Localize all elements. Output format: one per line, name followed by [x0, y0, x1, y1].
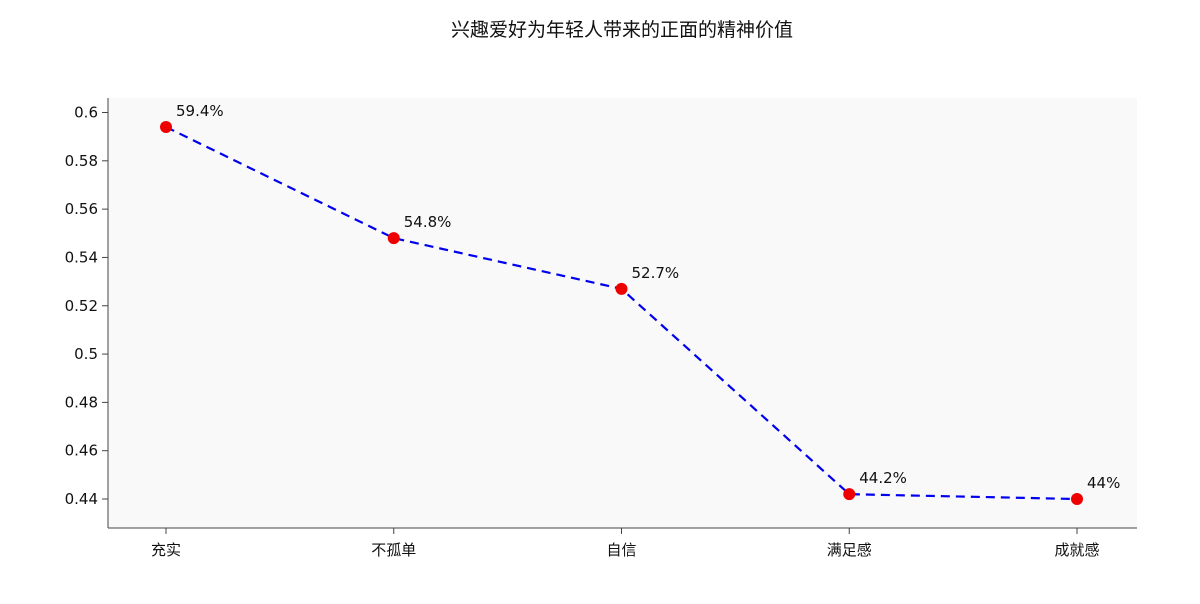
chart-title: 兴趣爱好为年轻人带来的正面的精神价值	[451, 19, 793, 41]
x-tick-label: 自信	[606, 541, 636, 559]
x-axis: 充实 不孤单 自信 满足感 成就感	[108, 527, 1137, 559]
data-point[interactable]	[615, 282, 628, 295]
y-tick-label: 0.56	[65, 200, 98, 218]
y-tick-label: 0.54	[65, 248, 98, 266]
data-label: 59.4%	[176, 102, 224, 120]
y-tick-label: 0.6	[74, 103, 98, 121]
data-label: 44.2%	[859, 469, 907, 487]
x-tick-label: 不孤单	[371, 541, 416, 559]
data-point[interactable]	[387, 232, 400, 245]
data-label: 44%	[1087, 474, 1120, 492]
y-tick-label: 0.46	[65, 442, 98, 460]
plot-background	[108, 98, 1137, 528]
y-tick-label: 0.48	[65, 393, 98, 411]
x-tick-label: 成就感	[1054, 541, 1099, 559]
data-points-group	[160, 120, 1083, 506]
data-labels-group: 59.4% 54.8% 52.7% 44.2% 44%	[176, 102, 1120, 492]
y-tick-label: 0.58	[65, 152, 98, 170]
y-tick-label: 0.5	[74, 345, 98, 363]
data-point[interactable]	[160, 120, 172, 133]
data-label: 52.7%	[632, 264, 680, 282]
x-tick-label: 满足感	[827, 541, 872, 559]
x-tick-label: 充实	[151, 541, 181, 559]
y-axis: 0.44 0.46 0.48 0.5 0.52 0.54 0.56 0.58 0.6	[65, 98, 109, 528]
data-point[interactable]	[1071, 493, 1083, 506]
data-label: 54.8%	[404, 213, 452, 231]
y-tick-label: 0.44	[65, 490, 98, 508]
data-point[interactable]	[843, 488, 856, 501]
y-tick-label: 0.52	[65, 297, 98, 315]
